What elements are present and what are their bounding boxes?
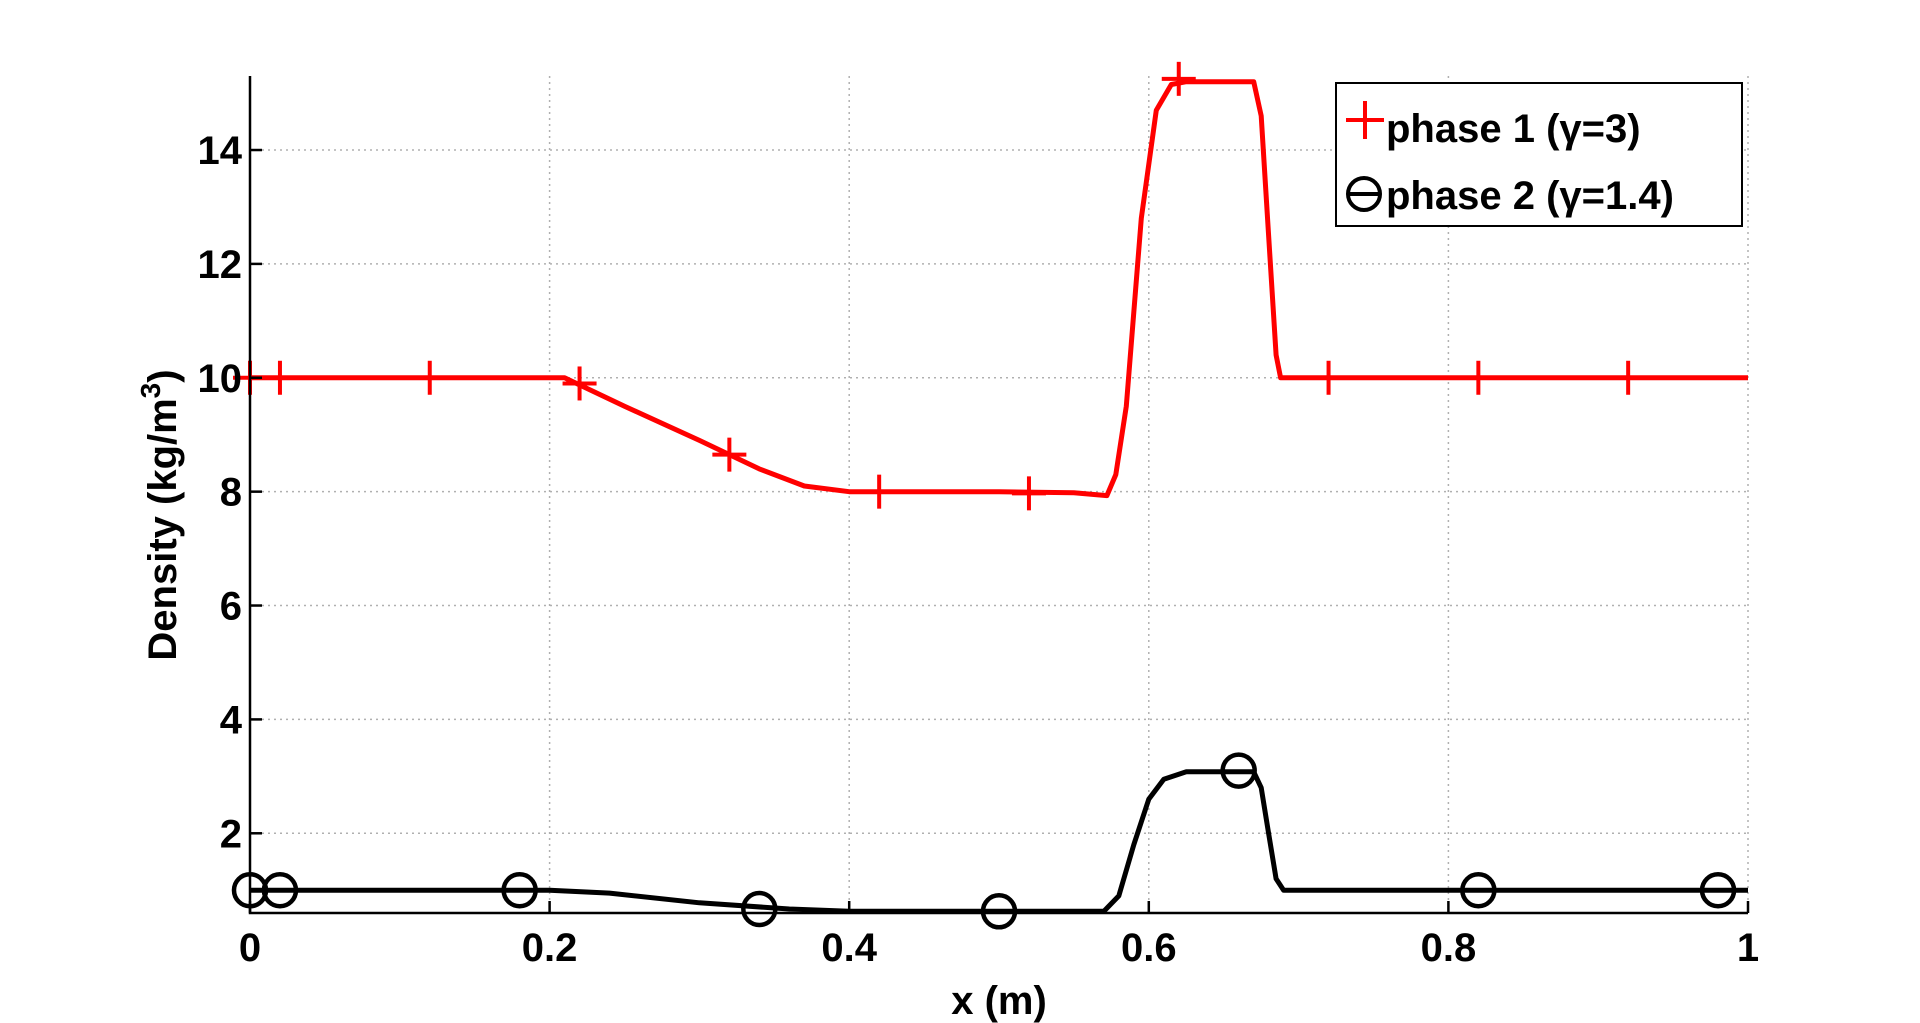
y-tick-label: 6 xyxy=(220,585,242,629)
y-tick-label: 14 xyxy=(198,129,243,173)
y-axis-label: Density (kg/m3) xyxy=(135,369,185,660)
series-line-2 xyxy=(250,769,1748,914)
y-tick-label: 2 xyxy=(220,812,242,856)
legend: phase 1 (γ=3) phase 2 (γ=1.4) xyxy=(1335,82,1743,227)
circle-marker xyxy=(741,890,778,928)
y-axis-label-close: ) xyxy=(141,369,185,382)
plus-marker xyxy=(1011,476,1046,511)
series-layer xyxy=(231,61,1748,930)
y-tick-label: 8 xyxy=(220,471,242,515)
circle-marker xyxy=(501,871,538,909)
plus-marker xyxy=(1461,360,1496,395)
series-line-1 xyxy=(250,79,1748,499)
circle-marker xyxy=(980,893,1018,930)
x-tick-label: 0.2 xyxy=(522,926,578,970)
legend-marker-phase2 xyxy=(1346,176,1382,212)
plus-marker xyxy=(1311,360,1346,395)
circle-marker xyxy=(1220,752,1257,789)
x-axis-label: x (m) xyxy=(951,979,1047,1023)
circle-marker xyxy=(261,871,299,909)
circle-marker xyxy=(1699,871,1737,909)
legend-box xyxy=(1335,82,1743,227)
plus-marker xyxy=(262,360,297,395)
x-tick-label: 0.6 xyxy=(1121,926,1177,970)
plus-marker xyxy=(712,437,747,472)
y-tick-label: 10 xyxy=(198,357,243,401)
plus-marker xyxy=(1611,360,1646,395)
y-tick-label: 4 xyxy=(220,698,243,742)
circle-marker xyxy=(1460,871,1497,909)
plus-marker xyxy=(862,474,897,509)
legend-marker-phase1 xyxy=(1346,101,1384,139)
y-axis-label-superscript: 3 xyxy=(135,383,166,399)
x-tick-label: 0.4 xyxy=(821,926,877,970)
y-axis-label-main: Density (kg/m xyxy=(141,398,185,660)
legend-label-phase1: phase 1 (γ=3) xyxy=(1386,107,1641,151)
x-tick-label: 1 xyxy=(1737,926,1759,970)
x-tick-label: 0 xyxy=(239,926,261,970)
plus-marker xyxy=(412,360,447,395)
y-tick-label: 12 xyxy=(198,243,243,287)
x-tick-label: 0.8 xyxy=(1421,926,1477,970)
plus-marker xyxy=(562,366,597,401)
plus-marker xyxy=(1161,61,1196,96)
legend-label-phase2: phase 2 (γ=1.4) xyxy=(1386,174,1674,218)
